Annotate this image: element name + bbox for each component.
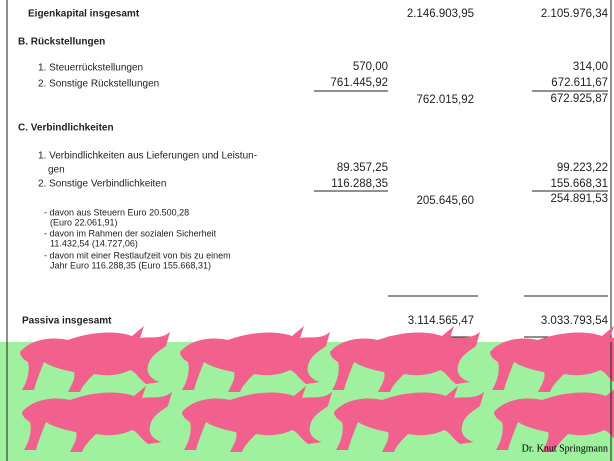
amount: 89.357,25 xyxy=(337,162,388,174)
amount: 116.288,35 xyxy=(331,178,388,190)
label: 2. Sonstige Verbindlichkeiten xyxy=(38,179,166,190)
note: - davon im Rahmen der sozialen Sicherhei… xyxy=(44,228,217,238)
label: gen xyxy=(48,165,65,176)
amount: 99.223,22 xyxy=(557,162,608,174)
heading: C. Verbindlichkeiten xyxy=(18,123,114,134)
amount: 761.445,92 xyxy=(330,77,388,89)
note: 11.432,54 (14.727,06) xyxy=(50,238,138,248)
amount: 672.611,67 xyxy=(551,77,608,89)
amount: 3.114.565,47 xyxy=(408,315,474,327)
author: Dr. Knut Springmann xyxy=(522,443,608,454)
amount: 155.668,31 xyxy=(550,178,608,190)
heading: B. Rückstellungen xyxy=(18,37,105,48)
label: 1. Verbindlichkeiten aus Lieferungen und… xyxy=(38,151,257,162)
note: Jahr Euro 116.288,35 (Euro 155.668,31) xyxy=(50,260,211,270)
amount: 2.105.976,34 xyxy=(541,8,609,20)
amount: 2.146.903,95 xyxy=(407,8,474,20)
amount: 254.891,53 xyxy=(550,193,608,205)
label: 2. Sonstige Rückstellungen xyxy=(38,79,159,90)
amount: 3.033.793,54 xyxy=(541,315,609,327)
amount: 314,00 xyxy=(573,61,608,73)
label: Eigenkapital insgesamt xyxy=(28,9,140,20)
note: (Euro 22.061,91) xyxy=(50,217,118,227)
amount: 570,00 xyxy=(353,61,388,73)
amount: 672.925,87 xyxy=(550,93,608,105)
note: - davon mit einer Restlaufzeit von bis z… xyxy=(44,250,231,260)
note: - davon aus Steuern Euro 20.500,28 xyxy=(44,207,189,217)
label: 1. Steuerrückstellungen xyxy=(38,63,143,74)
label: Passiva insgesamt xyxy=(22,316,112,327)
amount: 762.015,92 xyxy=(416,94,474,106)
amount: 205.645,60 xyxy=(416,195,474,207)
